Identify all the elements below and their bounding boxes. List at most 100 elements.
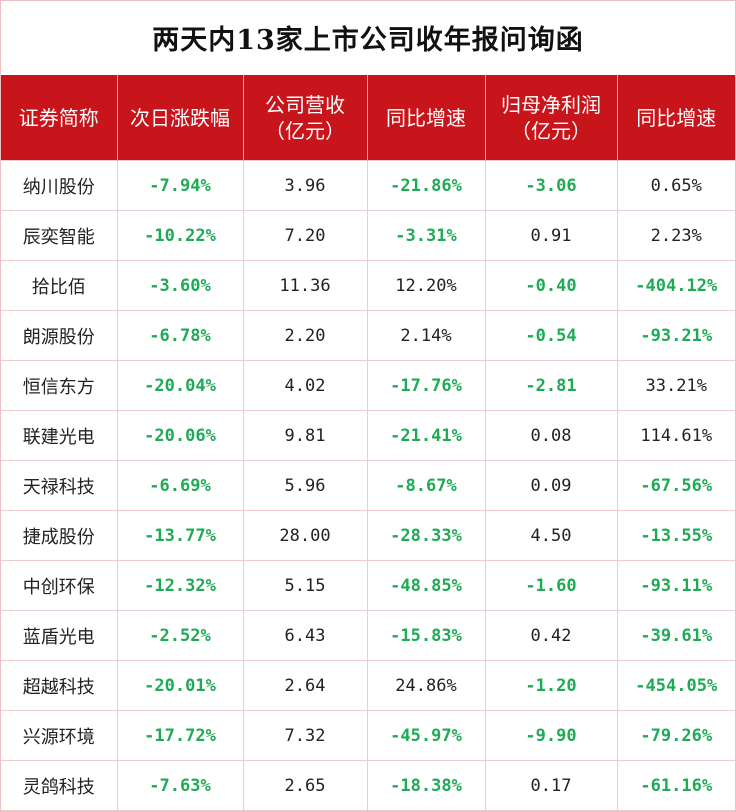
value-cell: -9.90: [484, 710, 618, 761]
security-name-cell: 超越科技: [1, 660, 118, 711]
security-name-cell: 朗源股份: [1, 310, 118, 361]
value-cell: 0.65%: [616, 160, 735, 211]
table-row: 拾比佰 -3.60% 11.36 12.20% -0.40 -404.12%: [1, 260, 735, 311]
value-cell: -1.60: [484, 560, 618, 611]
value-cell: 33.21%: [616, 360, 735, 411]
table-row: 联建光电 -20.06% 9.81 -21.41% 0.08 114.61%: [1, 410, 735, 461]
value-cell: 0.09: [484, 460, 618, 511]
security-name-cell: 拾比佰: [1, 260, 118, 311]
value-cell: -12.32%: [116, 560, 244, 611]
column-header: 归母净利润 （亿元）: [485, 75, 618, 161]
security-name-cell: 恒信东方: [1, 360, 118, 411]
security-name-cell: 纳川股份: [1, 160, 118, 211]
value-cell: -3.06: [484, 160, 618, 211]
value-cell: 2.23%: [616, 210, 735, 261]
value-cell: -20.01%: [116, 660, 244, 711]
security-name-cell: 中创环保: [1, 560, 118, 611]
table-row: 蓝盾光电 -2.52% 6.43 -15.83% 0.42 -39.61%: [1, 610, 735, 661]
value-cell: -21.41%: [366, 410, 486, 461]
value-cell: -7.63%: [116, 760, 244, 811]
value-cell: -1.20: [484, 660, 618, 711]
value-cell: -48.85%: [366, 560, 486, 611]
value-cell: -13.55%: [616, 510, 735, 561]
value-cell: 0.91: [484, 210, 618, 261]
value-cell: -20.06%: [116, 410, 244, 461]
table-row: 纳川股份 -7.94% 3.96 -21.86% -3.06 0.65%: [1, 160, 735, 211]
value-cell: 6.43: [242, 610, 368, 661]
value-cell: 7.32: [242, 710, 368, 761]
header-row: 证券简称 次日涨跌幅 公司营收 （亿元） 同比增速 归母净利润 （亿元） 同比增速: [1, 75, 735, 161]
value-cell: 0.08: [484, 410, 618, 461]
value-cell: 0.42: [484, 610, 618, 661]
column-header: 同比增速: [367, 75, 486, 161]
table-row: 兴源环境 -17.72% 7.32 -45.97% -9.90 -79.26%: [1, 710, 735, 761]
security-name-cell: 灵鸽科技: [1, 760, 118, 811]
value-cell: -7.94%: [116, 160, 244, 211]
value-cell: -93.21%: [616, 310, 735, 361]
security-name-cell: 捷成股份: [1, 510, 118, 561]
value-cell: -93.11%: [616, 560, 735, 611]
value-cell: -404.12%: [616, 260, 735, 311]
column-header: 同比增速: [617, 75, 735, 161]
value-cell: -6.69%: [116, 460, 244, 511]
page-title: 两天内13家上市公司收年报问询函: [152, 25, 584, 56]
value-cell: 114.61%: [616, 410, 735, 461]
value-cell: -21.86%: [366, 160, 486, 211]
value-cell: 2.65: [242, 760, 368, 811]
value-cell: 2.20: [242, 310, 368, 361]
table-row: 辰奕智能 -10.22% 7.20 -3.31% 0.91 2.23%: [1, 210, 735, 261]
table-row: 恒信东方 -20.04% 4.02 -17.76% -2.81 33.21%: [1, 360, 735, 411]
value-cell: -28.33%: [366, 510, 486, 561]
value-cell: -0.54: [484, 310, 618, 361]
value-cell: 11.36: [242, 260, 368, 311]
value-cell: 24.86%: [366, 660, 486, 711]
value-cell: -61.16%: [616, 760, 735, 811]
table-row: 捷成股份 -13.77% 28.00 -28.33% 4.50 -13.55%: [1, 510, 735, 561]
value-cell: -2.52%: [116, 610, 244, 661]
value-cell: -10.22%: [116, 210, 244, 261]
value-cell: -454.05%: [616, 660, 735, 711]
value-cell: -13.77%: [116, 510, 244, 561]
table-row: 超越科技 -20.01% 2.64 24.86% -1.20 -454.05%: [1, 660, 735, 711]
value-cell: 3.96: [242, 160, 368, 211]
value-cell: -3.60%: [116, 260, 244, 311]
table-row: 灵鸽科技 -7.63% 2.65 -18.38% 0.17 -61.16%: [1, 760, 735, 811]
column-header: 公司营收 （亿元）: [243, 75, 368, 161]
table-row: 中创环保 -12.32% 5.15 -48.85% -1.60 -93.11%: [1, 560, 735, 611]
column-header: 次日涨跌幅: [117, 75, 244, 161]
value-cell: -3.31%: [366, 210, 486, 261]
value-cell: -2.81: [484, 360, 618, 411]
security-name-cell: 天禄科技: [1, 460, 118, 511]
value-cell: -6.78%: [116, 310, 244, 361]
value-cell: -17.76%: [366, 360, 486, 411]
value-cell: -0.40: [484, 260, 618, 311]
value-cell: -79.26%: [616, 710, 735, 761]
value-cell: -17.72%: [116, 710, 244, 761]
table-row: 天禄科技 -6.69% 5.96 -8.67% 0.09 -67.56%: [1, 460, 735, 511]
value-cell: -8.67%: [366, 460, 486, 511]
value-cell: 4.02: [242, 360, 368, 411]
value-cell: 5.96: [242, 460, 368, 511]
table-row: 朗源股份 -6.78% 2.20 2.14% -0.54 -93.21%: [1, 310, 735, 361]
value-cell: -18.38%: [366, 760, 486, 811]
value-cell: -45.97%: [366, 710, 486, 761]
security-name-cell: 蓝盾光电: [1, 610, 118, 661]
security-name-cell: 兴源环境: [1, 710, 118, 761]
table-body: 纳川股份 -7.94% 3.96 -21.86% -3.06 0.65% 辰奕智能 -10.2…: [1, 160, 735, 811]
value-cell: 5.15: [242, 560, 368, 611]
value-cell: 7.20: [242, 210, 368, 261]
value-cell: -39.61%: [616, 610, 735, 661]
security-name-cell: 联建光电: [1, 410, 118, 461]
column-header: 证券简称: [1, 75, 118, 161]
value-cell: -20.04%: [116, 360, 244, 411]
security-name-cell: 辰奕智能: [1, 210, 118, 261]
value-cell: -15.83%: [366, 610, 486, 661]
data-table: 证券简称 次日涨跌幅 公司营收 （亿元） 同比增速 归母净利润 （亿元） 同比增速 纳川股份 -…: [1, 75, 735, 811]
value-cell: -67.56%: [616, 460, 735, 511]
value-cell: 2.14%: [366, 310, 486, 361]
value-cell: 0.17: [484, 760, 618, 811]
value-cell: 2.64: [242, 660, 368, 711]
value-cell: 12.20%: [366, 260, 486, 311]
value-cell: 9.81: [242, 410, 368, 461]
value-cell: 4.50: [484, 510, 618, 561]
